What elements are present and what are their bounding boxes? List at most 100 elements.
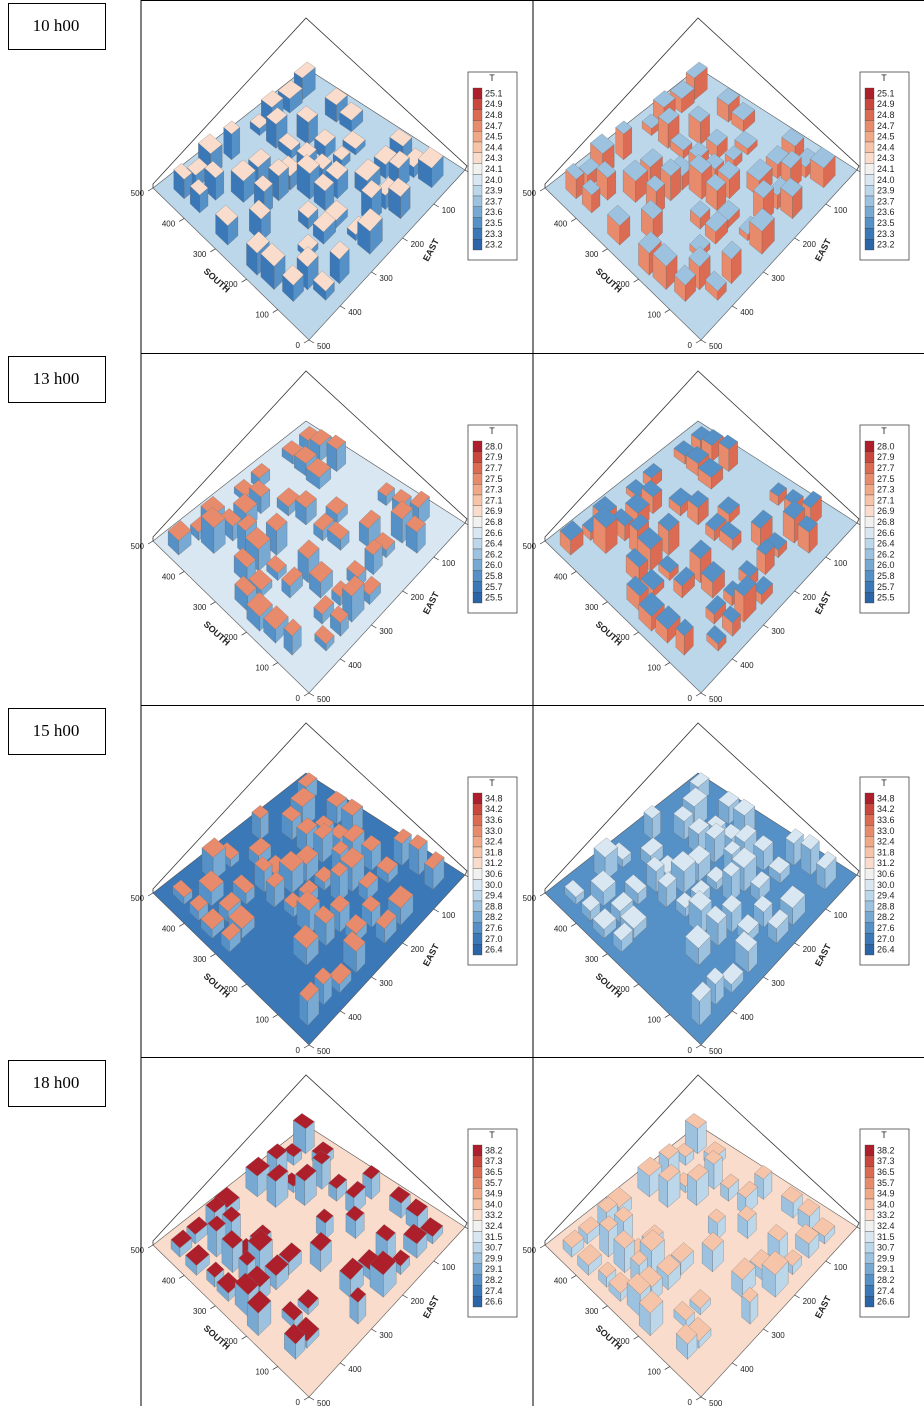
building-roof <box>215 204 239 226</box>
east-axis-label: EAST <box>813 590 833 616</box>
colorbar-band <box>864 1144 875 1156</box>
legend-label: 26.6 <box>485 1297 503 1307</box>
colorbar-band <box>472 141 483 153</box>
colorbar-band <box>472 944 483 956</box>
building-roof <box>653 90 676 108</box>
building-roof <box>266 555 287 574</box>
tick-mark <box>602 601 608 606</box>
time-label: 10 h00 <box>33 16 80 35</box>
building-roof <box>281 805 302 822</box>
building-roof <box>610 891 634 912</box>
building-roof <box>625 547 648 568</box>
building-roof <box>637 1156 663 1177</box>
east-tick-label: 100 <box>834 911 848 920</box>
legend-label: 31.8 <box>877 847 895 857</box>
building-roof <box>753 835 774 852</box>
tick-mark <box>794 237 800 242</box>
tick-mark <box>179 923 185 927</box>
legend-label: 36.5 <box>877 1167 895 1177</box>
building-roof <box>375 1224 396 1242</box>
legend-label: 27.7 <box>877 463 895 473</box>
east-tick-label: 100 <box>442 206 456 215</box>
legend-label: 28.8 <box>877 901 895 911</box>
building-roof <box>716 87 740 106</box>
building-roof <box>230 159 256 182</box>
tick-mark <box>210 248 216 253</box>
building-roof <box>673 805 694 822</box>
building-roof <box>688 890 712 912</box>
building-roof <box>253 175 273 192</box>
building-roof <box>811 1217 836 1237</box>
tick-mark <box>539 187 546 192</box>
legend-label: 31.2 <box>877 858 895 868</box>
building-roof <box>608 1271 633 1294</box>
tick-mark <box>633 631 639 636</box>
building-roof <box>265 512 288 532</box>
legend-title: T <box>489 1130 495 1140</box>
colorbar-band <box>864 1177 875 1189</box>
south-tick-label: 500 <box>131 1246 145 1255</box>
colorbar-band <box>864 900 875 912</box>
tick-mark <box>700 1396 707 1401</box>
building-roof <box>578 157 600 176</box>
tick-mark <box>700 692 707 697</box>
building-roof <box>417 146 444 169</box>
colorbar-band <box>472 1220 483 1232</box>
tick-mark <box>147 187 154 192</box>
building-roof <box>767 1224 788 1242</box>
time-box <box>8 3 106 50</box>
building-roof <box>198 870 224 893</box>
tick-mark <box>732 1010 738 1015</box>
colorbar-band <box>864 581 875 593</box>
east-tick-label: 300 <box>771 274 785 283</box>
tick-mark <box>272 309 278 313</box>
legend-label: 28.2 <box>877 912 895 922</box>
box-edge <box>152 370 468 541</box>
tick-mark <box>308 1396 315 1401</box>
tick-mark <box>433 908 439 913</box>
tick-mark <box>633 983 639 988</box>
building-roof <box>717 160 741 180</box>
building-roof <box>593 837 618 858</box>
legend-label: 30.7 <box>485 1243 503 1253</box>
legend-label: 25.8 <box>877 571 895 581</box>
building-roof <box>656 1254 681 1277</box>
colorbar-band <box>864 185 875 197</box>
tick-mark <box>763 624 769 629</box>
building-roof <box>200 907 225 930</box>
building-roof <box>408 834 428 850</box>
building-roof <box>265 871 285 888</box>
building-roof <box>309 1231 332 1252</box>
colorbar-band <box>472 1263 483 1275</box>
building-roof <box>326 791 348 808</box>
colorbar-band <box>864 1296 875 1308</box>
legend-label: 24.4 <box>877 142 895 152</box>
legend-label: 24.1 <box>485 164 503 174</box>
colorbar-band <box>864 1285 875 1297</box>
legend-label: 31.5 <box>485 1232 503 1242</box>
building-roof <box>246 1290 272 1314</box>
colorbar-band <box>472 1209 483 1221</box>
building-roof <box>298 200 319 219</box>
building-roof <box>781 1186 803 1204</box>
legend-label: 28.2 <box>877 1275 895 1285</box>
tick-mark <box>700 1044 707 1049</box>
legend-label: 32.4 <box>877 1221 895 1231</box>
building-roof <box>717 496 740 515</box>
building-roof <box>325 496 348 515</box>
south-tick-label: 400 <box>162 572 176 581</box>
east-tick-label: 500 <box>317 695 331 704</box>
building-roof <box>189 894 209 912</box>
tick-mark <box>825 556 831 561</box>
tick-mark <box>308 1044 315 1049</box>
tick-mark <box>825 1260 831 1265</box>
colorbar-band <box>864 803 875 815</box>
building-roof <box>738 559 759 578</box>
building-roof <box>222 1206 241 1223</box>
building-roof <box>324 87 348 106</box>
building-roof <box>655 605 681 630</box>
box-edge <box>152 722 468 893</box>
legend-label: 37.3 <box>877 1156 895 1166</box>
east-tick-label: 100 <box>834 206 848 215</box>
building-roof <box>314 866 334 883</box>
